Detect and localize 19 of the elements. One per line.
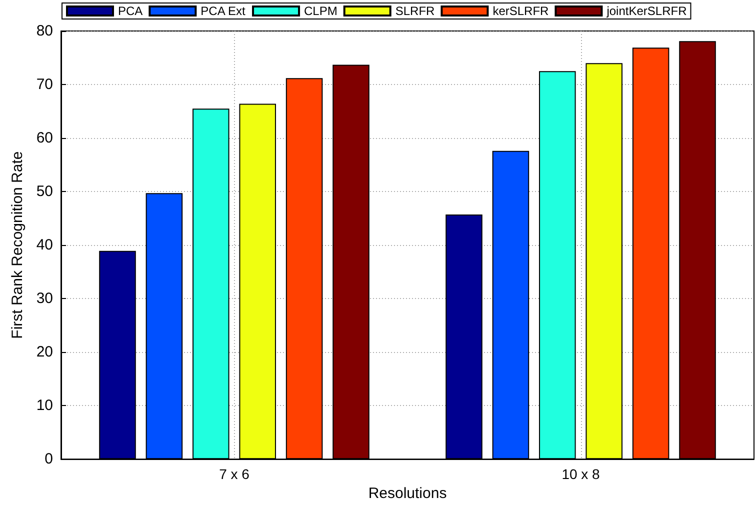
x-axis-title: Resolutions [368,485,447,502]
legend-label: PCA Ext [200,4,246,18]
y-tick-label: 50 [36,183,53,200]
y-tick-label: 10 [36,397,53,414]
y-tick-label: 20 [36,344,53,361]
y-tick-label: 30 [36,290,53,308]
y-axis-title: First Rank Recognition Rate [9,151,26,339]
x-tick-label: 10 x 8 [562,466,600,482]
legend-label: CLPM [304,4,338,18]
y-tick-label: 60 [36,130,53,147]
y-tick-label: 80 [36,22,53,40]
legend-label: SLRFR [395,4,436,18]
y-tick-label: 40 [36,236,53,254]
legend-label: kerSLRFR [492,4,550,18]
legend-label: PCA [118,4,143,18]
legend-label: jointKerSLRFR [606,4,688,18]
x-tick-label: 7 x 6 [219,466,250,482]
y-tick-label: 70 [36,76,53,94]
y-tick-label: 0 [44,450,53,468]
